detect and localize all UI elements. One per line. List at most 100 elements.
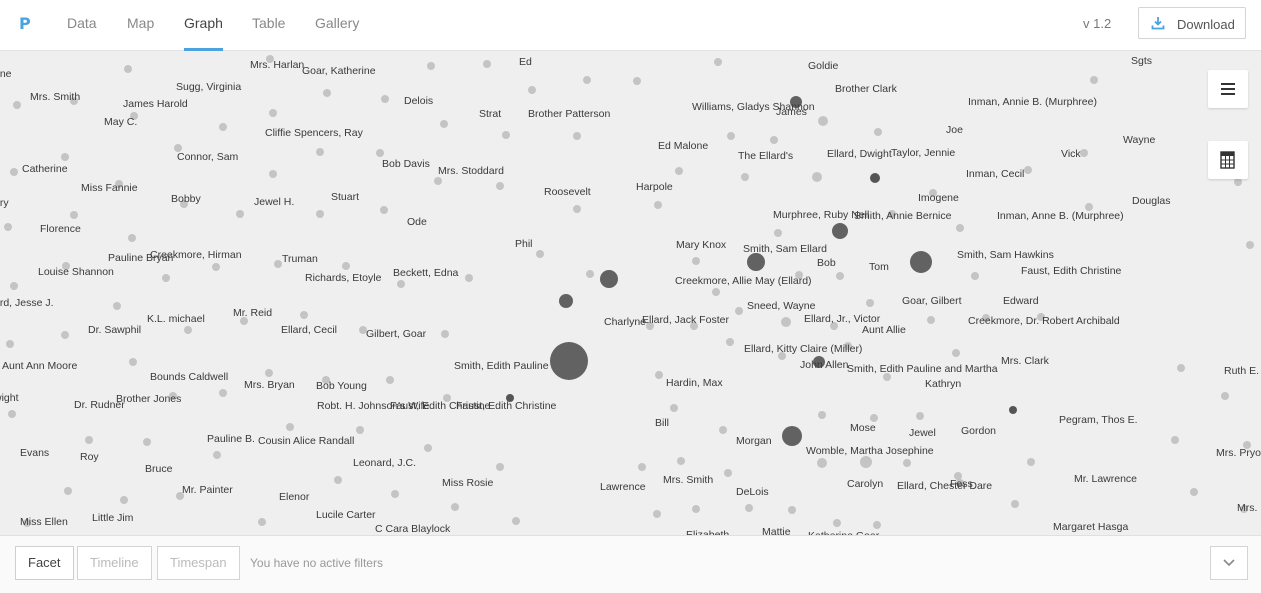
node-label[interactable]: Dr. Sawphil bbox=[88, 324, 141, 336]
node-label[interactable]: Aunt Allie bbox=[862, 324, 906, 336]
graph-node[interactable] bbox=[646, 322, 654, 330]
graph-node[interactable] bbox=[781, 317, 791, 327]
node-label[interactable]: wight bbox=[0, 392, 19, 404]
node-label[interactable]: Goar, Katherine bbox=[302, 65, 376, 77]
graph-node[interactable] bbox=[316, 210, 324, 218]
graph-node[interactable] bbox=[812, 172, 822, 182]
graph-node[interactable] bbox=[916, 412, 924, 420]
graph-node[interactable] bbox=[1090, 76, 1098, 84]
graph-node[interactable] bbox=[322, 376, 330, 384]
graph-node[interactable] bbox=[113, 302, 121, 310]
node-label[interactable]: Jewel H. bbox=[254, 196, 294, 208]
node-label[interactable]: Cliffie Spencers, Ray bbox=[265, 127, 364, 139]
node-label[interactable]: Mary Knox bbox=[676, 239, 727, 251]
graph-node[interactable] bbox=[70, 211, 78, 219]
graph-node-major[interactable] bbox=[747, 253, 765, 271]
graph-node[interactable] bbox=[956, 224, 964, 232]
node-label[interactable]: Faust, Edith Christine bbox=[456, 400, 557, 412]
graph-node[interactable] bbox=[633, 77, 641, 85]
graph-node[interactable] bbox=[1027, 458, 1035, 466]
graph-node[interactable] bbox=[10, 282, 18, 290]
node-label[interactable]: Elizabeth bbox=[686, 529, 729, 535]
node-label[interactable]: Pegram, Thos E. bbox=[1059, 414, 1138, 426]
graph-node-major[interactable] bbox=[559, 294, 573, 308]
node-label[interactable]: Mrs. Pryo bbox=[1216, 447, 1261, 459]
graph-node[interactable] bbox=[236, 210, 244, 218]
graph-node[interactable] bbox=[213, 451, 221, 459]
graph-node[interactable] bbox=[830, 322, 838, 330]
graph-node[interactable] bbox=[269, 109, 277, 117]
network-graph[interactable]: Mrs. Harlan Goar, Katherine Ed Goldie Sgts Br… bbox=[0, 51, 1261, 535]
node-label[interactable]: Imogene bbox=[918, 192, 959, 204]
node-label[interactable]: Inman, Anne B. (Murphree) bbox=[997, 210, 1124, 222]
graph-node[interactable] bbox=[397, 280, 405, 288]
graph-node[interactable] bbox=[180, 200, 188, 208]
node-label[interactable]: Florence bbox=[40, 223, 81, 235]
node-label[interactable]: Smith, Edith Pauline and Martha bbox=[847, 363, 998, 375]
node-label[interactable]: Strat bbox=[479, 108, 501, 120]
node-label[interactable]: Pauline B. bbox=[207, 433, 255, 445]
tab-table[interactable]: Table bbox=[252, 15, 286, 31]
node-label[interactable]: Carolyn bbox=[847, 478, 883, 490]
graph-node[interactable] bbox=[817, 458, 827, 468]
graph-node[interactable] bbox=[61, 153, 69, 161]
graph-node[interactable] bbox=[692, 257, 700, 265]
node-label[interactable]: Robt. H. Johnson's Wife bbox=[317, 400, 429, 412]
node-label[interactable]: Faust, Edith Christine bbox=[390, 400, 491, 412]
node-label[interactable]: Creekmore, Dr. Robert Archibald bbox=[968, 315, 1120, 327]
graph-node[interactable] bbox=[675, 167, 683, 175]
graph-node[interactable] bbox=[727, 132, 735, 140]
graph-node[interactable] bbox=[536, 250, 544, 258]
node-label[interactable]: Ode bbox=[407, 216, 427, 228]
node-label[interactable]: Womble, Martha Josephine bbox=[806, 445, 934, 457]
list-view-button[interactable] bbox=[1208, 70, 1248, 108]
node-label[interactable]: Williams, Gladys Shannon bbox=[692, 101, 815, 113]
graph-node[interactable] bbox=[300, 311, 308, 319]
graph-node[interactable] bbox=[274, 260, 282, 268]
graph-node[interactable] bbox=[836, 272, 844, 280]
graph-node-major[interactable] bbox=[782, 426, 802, 446]
node-label[interactable]: John Allen bbox=[800, 359, 849, 371]
graph-node[interactable] bbox=[219, 389, 227, 397]
graph-node[interactable] bbox=[441, 330, 449, 338]
graph-node[interactable] bbox=[219, 123, 227, 131]
node-label[interactable]: Phil bbox=[515, 238, 533, 250]
node-label[interactable]: K.L. michael bbox=[147, 313, 205, 325]
graph-node[interactable] bbox=[654, 201, 662, 209]
graph-node[interactable] bbox=[6, 340, 14, 348]
graph-node[interactable] bbox=[23, 519, 31, 527]
graph-node[interactable] bbox=[391, 490, 399, 498]
graph-node[interactable] bbox=[844, 342, 852, 350]
node-label[interactable]: Smith, Sam Hawkins bbox=[957, 249, 1054, 261]
graph-node[interactable] bbox=[1080, 149, 1088, 157]
node-label[interactable]: Miss Ellen bbox=[20, 516, 68, 528]
tab-gallery[interactable]: Gallery bbox=[315, 15, 360, 31]
node-label[interactable]: James Harold bbox=[123, 98, 188, 110]
graph-node[interactable] bbox=[870, 173, 880, 183]
graph-node[interactable] bbox=[64, 487, 72, 495]
graph-node[interactable] bbox=[745, 504, 753, 512]
graph-node[interactable] bbox=[741, 173, 749, 181]
graph-node[interactable] bbox=[1221, 392, 1229, 400]
graph-node[interactable] bbox=[770, 136, 778, 144]
node-label[interactable]: Miss Rosie bbox=[442, 477, 494, 489]
graph-node[interactable] bbox=[1011, 500, 1019, 508]
node-label[interactable]: Ed Malone bbox=[658, 140, 708, 152]
node-label[interactable]: Mrs. I bbox=[1237, 502, 1261, 514]
node-label[interactable]: Smith, Sam Ellard bbox=[743, 243, 827, 255]
graph-node[interactable] bbox=[954, 472, 962, 480]
graph-node[interactable] bbox=[655, 371, 663, 379]
graph-node[interactable] bbox=[1085, 203, 1093, 211]
graph-node[interactable] bbox=[265, 369, 273, 377]
graph-node[interactable] bbox=[788, 506, 796, 514]
graph-node[interactable] bbox=[677, 457, 685, 465]
node-label[interactable]: Brother Jones bbox=[116, 393, 181, 405]
node-label[interactable]: Ellard, Chester Dare bbox=[897, 480, 992, 492]
node-label[interactable]: Bobby bbox=[171, 193, 202, 205]
node-label[interactable]: Bill bbox=[655, 417, 669, 429]
graph-node[interactable] bbox=[502, 131, 510, 139]
graph-node[interactable] bbox=[528, 86, 536, 94]
node-label[interactable]: Vick bbox=[1061, 148, 1081, 160]
node-label[interactable]: Ruth E. bbox=[1224, 365, 1259, 377]
